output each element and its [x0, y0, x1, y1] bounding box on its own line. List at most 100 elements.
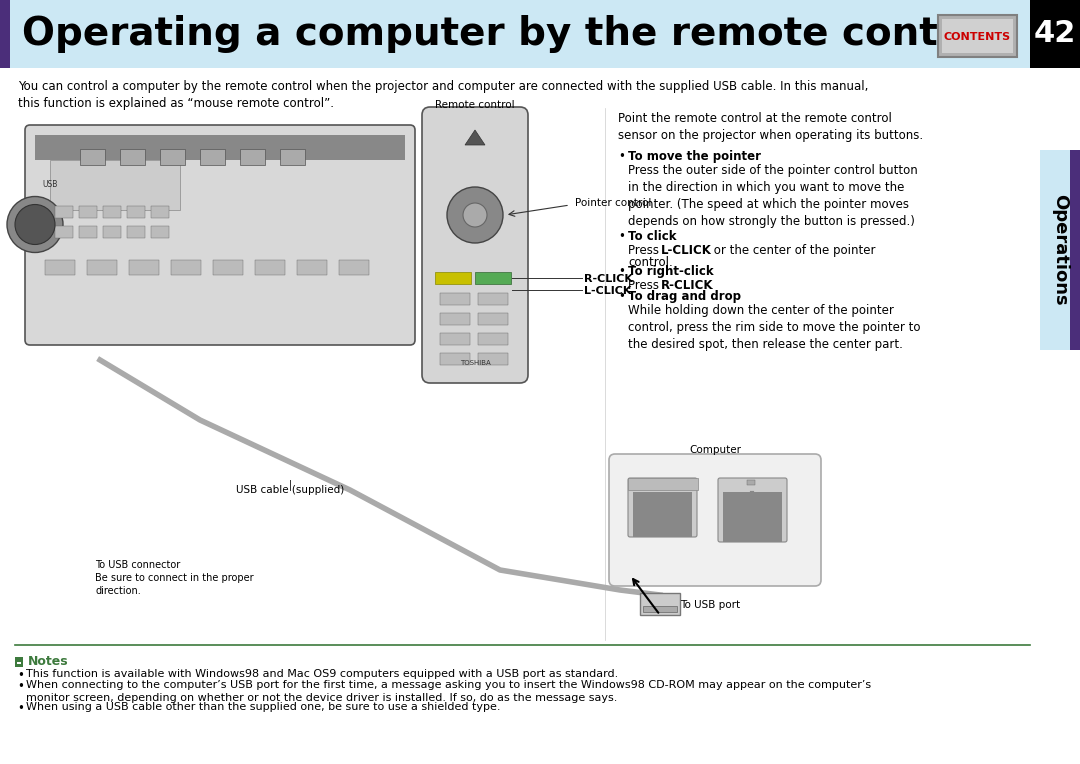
Text: R-CLICK: R-CLICK: [661, 279, 714, 292]
Circle shape: [15, 205, 55, 244]
Text: Pointer control: Pointer control: [575, 198, 651, 208]
Text: Notes: Notes: [28, 655, 69, 668]
Bar: [723, 492, 782, 542]
Text: Operating a computer by the remote control: Operating a computer by the remote contr…: [22, 15, 997, 53]
Bar: [45, 260, 75, 275]
Text: This function is available with Windows98 and Mac OS9 computers equipped with a : This function is available with Windows9…: [26, 669, 618, 679]
Bar: [280, 149, 305, 165]
Text: Press: Press: [627, 279, 663, 292]
Text: Computer: Computer: [689, 445, 741, 455]
Bar: [103, 226, 121, 238]
Text: Press the outer side of the pointer control button
in the direction in which you: Press the outer side of the pointer cont…: [627, 164, 918, 228]
Text: R-CLICK: R-CLICK: [584, 274, 633, 284]
Bar: [435, 272, 471, 284]
Text: To move the pointer: To move the pointer: [627, 150, 761, 163]
Text: L-CLICK: L-CLICK: [584, 286, 632, 296]
Bar: [55, 226, 73, 238]
Text: L-CLICK: L-CLICK: [661, 244, 712, 257]
Circle shape: [6, 196, 63, 252]
FancyBboxPatch shape: [939, 15, 1017, 57]
Bar: [440, 353, 470, 365]
Bar: [633, 492, 692, 537]
Text: Remote control: Remote control: [435, 100, 515, 110]
Bar: [0, 0, 1030, 68]
Text: When using a USB cable other than the supplied one, be sure to use a shielded ty: When using a USB cable other than the su…: [26, 702, 500, 712]
Bar: [129, 260, 159, 275]
Bar: [50, 160, 180, 210]
Text: 42: 42: [1034, 20, 1076, 48]
Text: Press: Press: [627, 244, 663, 257]
Text: Point the remote control at the remote control
sensor on the projector when oper: Point the remote control at the remote c…: [618, 112, 923, 142]
Bar: [17, 662, 21, 664]
Bar: [440, 333, 470, 345]
Text: When connecting to the computer’s USB port for the first time, a message asking : When connecting to the computer’s USB po…: [26, 680, 872, 703]
Text: CONTENTS: CONTENTS: [944, 32, 1011, 42]
Bar: [151, 226, 168, 238]
Bar: [255, 260, 285, 275]
Bar: [478, 353, 508, 365]
Bar: [87, 260, 117, 275]
Bar: [0, 0, 10, 68]
Bar: [120, 149, 145, 165]
Text: USB cable (supplied): USB cable (supplied): [235, 485, 345, 495]
Bar: [1070, 150, 1080, 350]
Text: •: •: [17, 669, 24, 682]
Bar: [1030, 0, 1080, 68]
Text: •: •: [618, 230, 625, 243]
Circle shape: [463, 203, 487, 227]
Bar: [79, 206, 97, 218]
Text: •: •: [618, 150, 625, 163]
Bar: [35, 135, 405, 160]
Bar: [80, 149, 105, 165]
FancyBboxPatch shape: [627, 478, 697, 537]
Bar: [1040, 150, 1080, 350]
Polygon shape: [465, 130, 485, 145]
Text: or the center of the pointer: or the center of the pointer: [710, 244, 876, 257]
Text: You can control a computer by the remote control when the projector and computer: You can control a computer by the remote…: [18, 80, 868, 110]
Text: •: •: [17, 680, 24, 693]
Bar: [127, 226, 145, 238]
Text: Operations: Operations: [1051, 194, 1069, 306]
Bar: [475, 272, 511, 284]
Text: To drag and drop: To drag and drop: [627, 290, 741, 303]
Bar: [440, 293, 470, 305]
Bar: [747, 480, 755, 485]
Bar: [643, 606, 677, 612]
Bar: [17, 667, 21, 669]
Bar: [160, 149, 185, 165]
Bar: [478, 313, 508, 325]
Text: •: •: [17, 702, 24, 715]
Bar: [171, 260, 201, 275]
Bar: [297, 260, 327, 275]
Text: To right-click: To right-click: [627, 265, 714, 278]
Bar: [103, 206, 121, 218]
Bar: [151, 206, 168, 218]
Bar: [339, 260, 369, 275]
Bar: [240, 149, 265, 165]
FancyBboxPatch shape: [942, 19, 1013, 53]
Bar: [627, 478, 698, 490]
Text: While holding down the center of the pointer
control, press the rim side to move: While holding down the center of the poi…: [627, 304, 920, 351]
Text: control.: control.: [627, 256, 673, 269]
Bar: [15, 657, 23, 667]
FancyBboxPatch shape: [718, 478, 787, 542]
Bar: [79, 226, 97, 238]
FancyBboxPatch shape: [609, 454, 821, 586]
Bar: [200, 149, 225, 165]
Circle shape: [447, 187, 503, 243]
FancyBboxPatch shape: [422, 107, 528, 383]
FancyBboxPatch shape: [25, 125, 415, 345]
Text: TOSHIBA: TOSHIBA: [460, 360, 490, 366]
Text: USB: USB: [42, 180, 57, 189]
Text: .: .: [710, 279, 714, 292]
Text: To click: To click: [627, 230, 676, 243]
Text: To USB connector
Be sure to connect in the proper
direction.: To USB connector Be sure to connect in t…: [95, 560, 254, 597]
Bar: [478, 333, 508, 345]
Text: To USB port: To USB port: [680, 600, 740, 610]
Text: •: •: [618, 265, 625, 278]
Bar: [213, 260, 243, 275]
Bar: [440, 313, 470, 325]
Bar: [640, 593, 680, 615]
Bar: [478, 293, 508, 305]
Bar: [127, 206, 145, 218]
